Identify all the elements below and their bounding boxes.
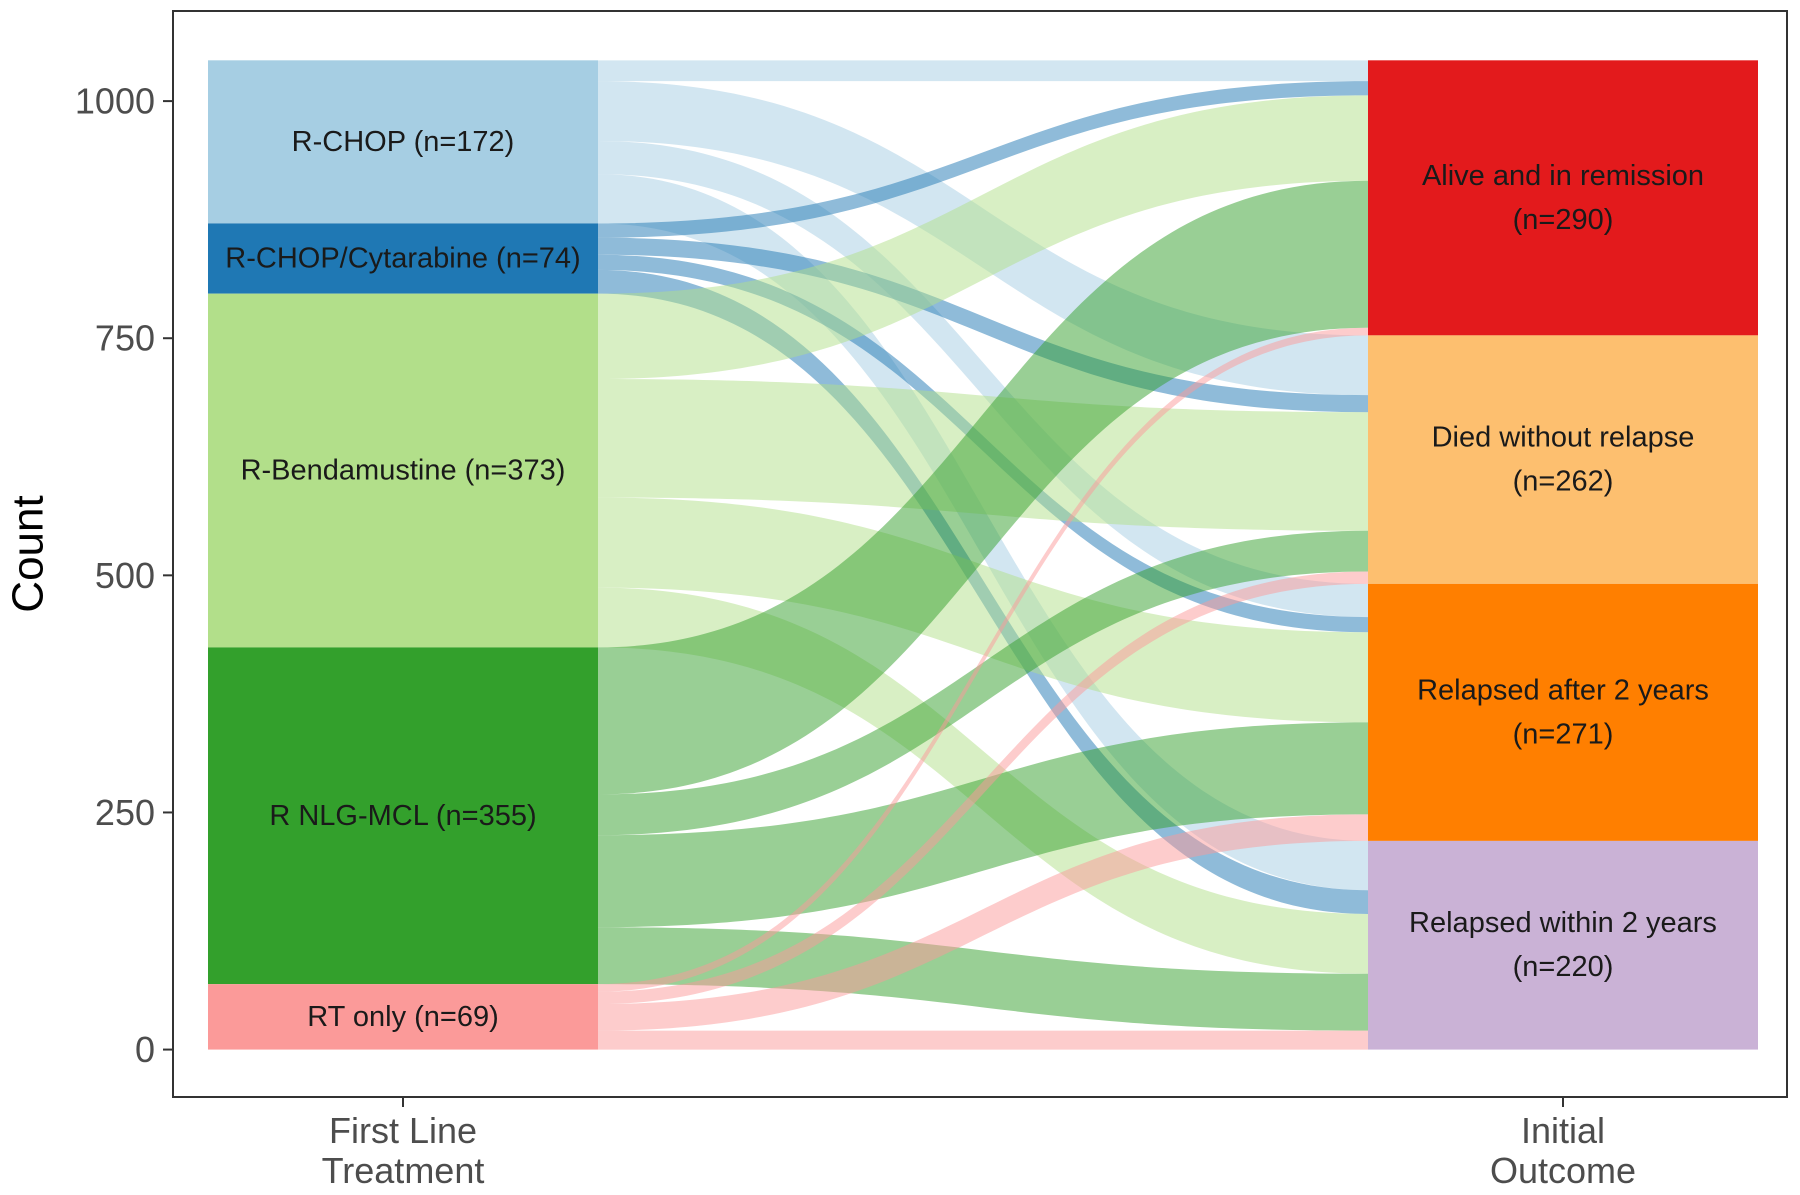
left-node-label-r-nlg-mcl: R NLG-MCL (n=355): [269, 800, 536, 832]
flow-r-nlg-mcl-to-alive-and-in-remission: [598, 180, 1368, 795]
y-tick-label-1000: 1000: [75, 81, 155, 122]
flow-rt-only-to-relapsed-within-2-years: [598, 1030, 1368, 1050]
y-tick-label-250: 250: [95, 792, 155, 833]
right-node-label-relapsed-within-2-years-line-1: Relapsed within 2 years: [1409, 907, 1717, 939]
flow-r-bendamustine-to-relapsed-after-2-years: [598, 497, 1368, 723]
right-node-alive-and-in-remission: [1368, 60, 1758, 336]
panel-border: [172, 10, 1788, 1098]
left-node-rt-only: [208, 984, 598, 1050]
left-node-label-r-bendamustine: R-Bendamustine (n=373): [241, 455, 566, 487]
right-node-label-died-without-relapse-line-1: Died without relapse: [1432, 422, 1695, 454]
right-node-died-without-relapse: [1368, 335, 1758, 584]
y-axis-title: Count: [4, 495, 53, 612]
x-axis-label-2-line-1: Initial: [1521, 1110, 1605, 1151]
flow-rt-only-to-relapsed-after-2-years: [598, 814, 1368, 1031]
flow-r-nlg-mcl-to-died-without-relapse: [598, 530, 1368, 836]
left-node-r-chop: [208, 60, 598, 224]
right-node-relapsed-within-2-years: [1368, 840, 1758, 1050]
flow-r-chop-cytarabine-to-alive-and-in-remission: [598, 81, 1368, 238]
right-node-label-relapsed-after-2-years-line-2: (n=271): [1513, 718, 1614, 750]
right-node-label-relapsed-within-2-years-line-2: (n=220): [1513, 951, 1614, 983]
right-node-relapsed-after-2-years: [1368, 583, 1758, 841]
y-tick-label-500: 500: [95, 555, 155, 596]
x-axis-label-1-line-2: Treatment: [322, 1150, 485, 1191]
flow-r-chop-cytarabine-to-died-without-relapse: [598, 237, 1368, 413]
flow-r-bendamustine-to-alive-and-in-remission: [598, 95, 1368, 380]
flow-r-nlg-mcl-to-relapsed-after-2-years: [598, 722, 1368, 928]
flow-rt-only-to-died-without-relapse: [598, 571, 1368, 1005]
y-tick-label-0: 0: [135, 1029, 155, 1070]
x-axis-label-1-line-1: First Line: [329, 1110, 477, 1151]
flow-r-chop-to-alive-and-in-remission: [598, 60, 1368, 82]
flow-r-chop-to-relapsed-after-2-years: [598, 140, 1368, 618]
flows-layer: [598, 60, 1368, 1050]
flow-rt-only-to-alive-and-in-remission: [598, 327, 1368, 992]
left-node-label-r-chop-cytarabine: R-CHOP/Cytarabine (n=74): [225, 243, 580, 275]
x-axis-label-2-line-2: Outcome: [1490, 1150, 1636, 1191]
left-node-r-bendamustine: [208, 293, 598, 648]
left-node-label-rt-only: RT only (n=69): [307, 1001, 499, 1033]
right-node-label-relapsed-after-2-years-line-1: Relapsed after 2 years: [1417, 674, 1709, 706]
left-node-r-chop-cytarabine: [208, 223, 598, 294]
right-node-label-alive-and-in-remission-line-2: (n=290): [1513, 204, 1614, 236]
y-tick-label-750: 750: [95, 318, 155, 359]
left-node-r-nlg-mcl: [208, 647, 598, 985]
right-node-label-alive-and-in-remission-line-1: Alive and in remission: [1422, 160, 1704, 192]
left-node-label-r-chop: R-CHOP (n=172): [292, 126, 515, 158]
right-node-label-died-without-relapse-line-2: (n=262): [1513, 466, 1614, 498]
nodes-layer: R-CHOP (n=172) R-CHOP/Cytarabine (n=74) R-…: [208, 60, 1758, 1050]
